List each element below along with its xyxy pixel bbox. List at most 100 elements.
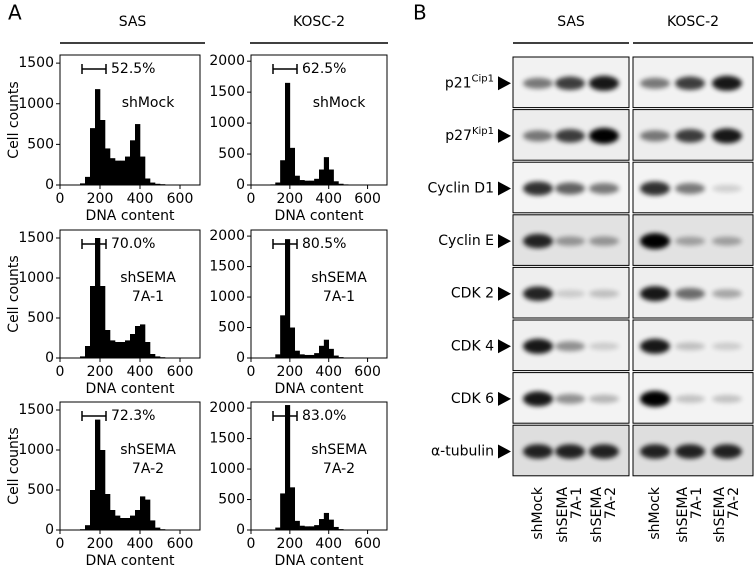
gate-bracket	[272, 64, 298, 74]
y-tick-label: 500	[218, 320, 245, 336]
y-tick-label: 1000	[18, 96, 54, 112]
row-label-sup: Kip1	[472, 126, 494, 137]
blot-band	[523, 338, 553, 354]
gate-bracket	[272, 239, 298, 249]
blot-band	[675, 444, 705, 459]
row-label: CDK 2	[451, 286, 494, 302]
blot-band	[555, 76, 585, 91]
blot-band	[675, 236, 705, 246]
histogram-bar	[270, 184, 276, 185]
x-tick-label: 0	[56, 191, 65, 207]
blot-band	[712, 394, 742, 403]
histogram-bar	[280, 493, 286, 530]
lane-label: 7A-2	[603, 487, 619, 519]
histogram-bar	[338, 357, 344, 358]
x-tick-label: 0	[56, 364, 65, 380]
row-label-sup: Cip1	[472, 73, 494, 84]
histogram-bar	[110, 510, 116, 530]
histogram-bar	[125, 518, 131, 530]
histogram-bar	[294, 350, 300, 358]
x-tick-label: 200	[87, 191, 114, 207]
x-tick-label: 600	[167, 191, 194, 207]
histogram-bar	[140, 156, 146, 185]
x-axis-label: DNA content	[86, 381, 175, 397]
histogram-bar	[343, 184, 349, 185]
blot-band	[712, 236, 742, 246]
y-tick-label: 500	[27, 136, 54, 152]
sample-label: shSEMA	[311, 270, 367, 286]
row-arrow	[498, 444, 511, 459]
sample-label: 7A-1	[132, 289, 164, 305]
y-tick-label: 500	[218, 492, 245, 508]
x-tick-label: 400	[315, 536, 342, 552]
sample-label: shMock	[313, 95, 367, 111]
x-axis-label: DNA content	[275, 553, 364, 569]
histogram-bar	[338, 183, 344, 185]
lane-label: shMock	[647, 486, 663, 540]
histogram-bar	[140, 324, 146, 358]
column-header: KOSC-2	[667, 14, 719, 30]
row-label-text: p21	[445, 75, 472, 91]
histogram-bar	[299, 525, 305, 530]
histogram-bar	[130, 515, 136, 530]
histogram-bar	[125, 156, 131, 185]
histogram-bar	[85, 346, 91, 358]
sample-label: 7A-1	[323, 289, 355, 305]
x-tick-label: 0	[247, 536, 256, 552]
histogram-bar	[85, 176, 91, 185]
blot-band	[523, 391, 553, 407]
y-tick-label: 0	[236, 177, 245, 193]
x-axis-label: DNA content	[86, 208, 175, 224]
histogram-bar	[333, 355, 339, 358]
x-tick-label: 400	[315, 191, 342, 207]
row-label: Cyclin D1	[427, 181, 494, 197]
histogram-bar	[319, 169, 325, 185]
blot-band	[712, 128, 742, 144]
blot-band	[555, 393, 585, 404]
histogram-bar	[90, 490, 96, 530]
x-axis-label: DNA content	[275, 381, 364, 397]
column-header: SAS	[119, 14, 147, 30]
histogram-bar	[314, 525, 320, 530]
lane-label: shSEMA	[555, 487, 571, 543]
blot-band	[675, 342, 705, 351]
histogram-bar	[90, 128, 96, 185]
histogram-bar	[95, 419, 101, 530]
histogram-bar	[115, 515, 121, 530]
x-tick-label: 600	[354, 536, 381, 552]
gate-percent: 83.0%	[302, 408, 346, 424]
panel-label: A	[8, 1, 22, 25]
blot-band	[523, 286, 553, 301]
histogram-bar	[115, 160, 121, 185]
histogram-bar	[130, 140, 136, 185]
gate-bracket	[81, 64, 107, 74]
gate-bracket	[272, 411, 298, 421]
x-tick-label: 0	[247, 191, 256, 207]
x-axis-label: DNA content	[275, 208, 364, 224]
blot-band	[640, 233, 670, 250]
blot-band	[555, 182, 585, 195]
histogram-bar	[304, 526, 310, 530]
histogram-bar	[115, 342, 121, 358]
y-tick-label: 2000	[209, 228, 245, 244]
blot-band	[523, 77, 553, 89]
blot-band	[555, 444, 585, 459]
histogram-bar	[309, 526, 315, 530]
lane-label: 7A-1	[689, 487, 705, 519]
y-tick-label: 1500	[209, 259, 245, 275]
histogram-bar	[80, 183, 86, 185]
blot-band	[712, 289, 742, 299]
y-tick-label: 1000	[209, 115, 245, 131]
y-tick-label: 0	[45, 177, 54, 193]
x-tick-label: 200	[276, 191, 303, 207]
blot-band	[675, 76, 705, 91]
y-axis-label: Cell counts	[6, 81, 22, 158]
histogram-bar	[135, 124, 141, 185]
histogram-bar	[319, 519, 325, 530]
lane-label: shSEMA	[589, 487, 605, 543]
histogram-bar	[289, 487, 296, 530]
histogram-bar	[304, 354, 310, 358]
blot-band	[555, 341, 585, 352]
histogram-bar	[130, 334, 136, 358]
